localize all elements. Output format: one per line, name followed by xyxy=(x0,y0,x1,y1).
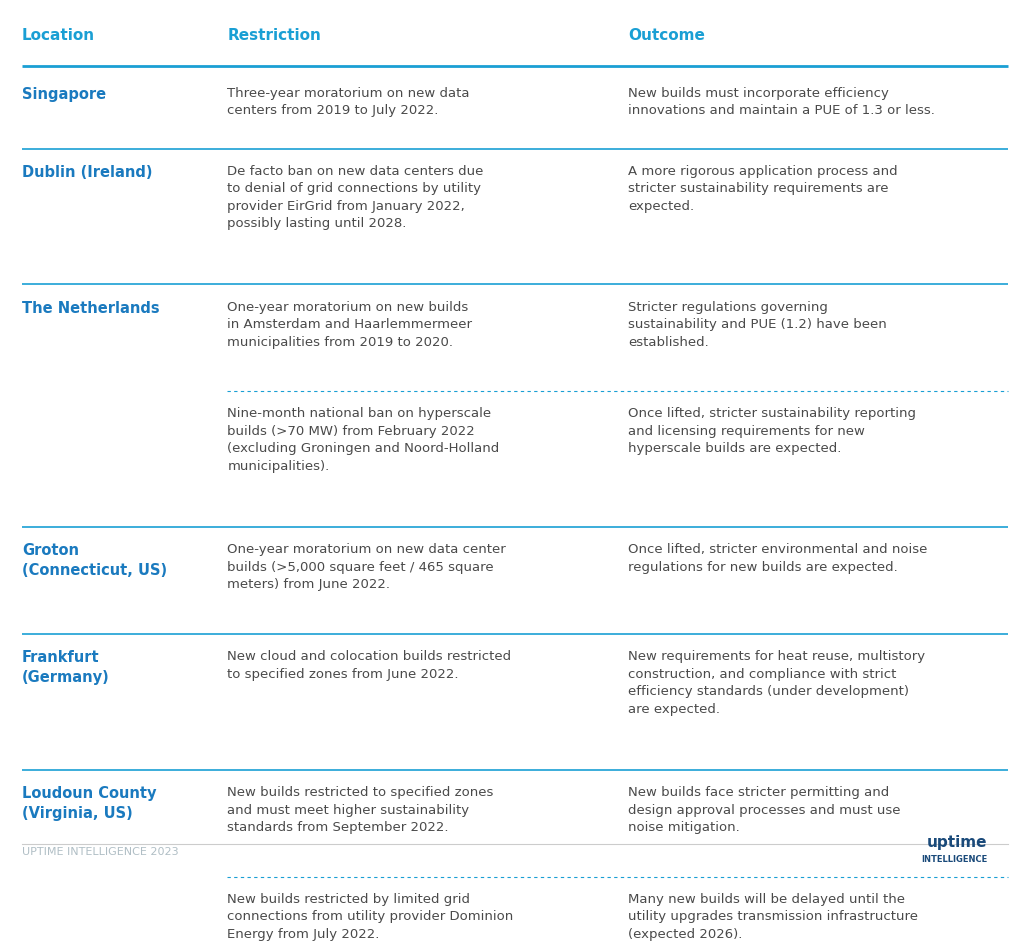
Text: Three-year moratorium on new data
centers from 2019 to July 2022.: Three-year moratorium on new data center… xyxy=(228,87,470,118)
Text: Restriction: Restriction xyxy=(228,28,321,43)
Text: New builds face stricter permitting and
design approval processes and must use
n: New builds face stricter permitting and … xyxy=(628,787,900,834)
Text: Nine-month national ban on hyperscale
builds (>70 MW) from February 2022
(exclud: Nine-month national ban on hyperscale bu… xyxy=(228,407,500,473)
Text: Many new builds will be delayed until the
utility upgrades transmission infrastr: Many new builds will be delayed until th… xyxy=(628,893,918,941)
Text: The Netherlands: The Netherlands xyxy=(22,300,160,316)
Text: Singapore: Singapore xyxy=(22,87,106,102)
Text: Groton
(Connecticut, US): Groton (Connecticut, US) xyxy=(22,544,167,578)
Text: uptime: uptime xyxy=(927,836,988,851)
Text: De facto ban on new data centers due
to denial of grid connections by utility
pr: De facto ban on new data centers due to … xyxy=(228,165,484,230)
Text: UPTIME INTELLIGENCE 2023: UPTIME INTELLIGENCE 2023 xyxy=(22,847,178,857)
Text: Loudoun County
(Virginia, US): Loudoun County (Virginia, US) xyxy=(22,787,157,820)
Text: Once lifted, stricter sustainability reporting
and licensing requirements for ne: Once lifted, stricter sustainability rep… xyxy=(628,407,916,455)
Text: One-year moratorium on new data center
builds (>5,000 square feet / 465 square
m: One-year moratorium on new data center b… xyxy=(228,544,506,592)
Text: Once lifted, stricter environmental and noise
regulations for new builds are exp: Once lifted, stricter environmental and … xyxy=(628,544,927,574)
Text: New builds must incorporate efficiency
innovations and maintain a PUE of 1.3 or : New builds must incorporate efficiency i… xyxy=(628,87,935,118)
Text: New requirements for heat reuse, multistory
construction, and compliance with st: New requirements for heat reuse, multist… xyxy=(628,650,925,716)
Text: Stricter regulations governing
sustainability and PUE (1.2) have been
establishe: Stricter regulations governing sustainab… xyxy=(628,300,887,349)
Text: One-year moratorium on new builds
in Amsterdam and Haarlemmermeer
municipalities: One-year moratorium on new builds in Ams… xyxy=(228,300,473,349)
Text: INTELLIGENCE: INTELLIGENCE xyxy=(921,855,988,865)
Text: A more rigorous application process and
stricter sustainability requirements are: A more rigorous application process and … xyxy=(628,165,897,213)
Text: Dublin (Ireland): Dublin (Ireland) xyxy=(22,165,152,180)
Text: Location: Location xyxy=(22,28,95,43)
Text: New builds restricted to specified zones
and must meet higher sustainability
sta: New builds restricted to specified zones… xyxy=(228,787,493,834)
Text: Outcome: Outcome xyxy=(628,28,705,43)
Text: Frankfurt
(Germany): Frankfurt (Germany) xyxy=(22,650,109,685)
Text: New builds restricted by limited grid
connections from utility provider Dominion: New builds restricted by limited grid co… xyxy=(228,893,514,941)
Text: New cloud and colocation builds restricted
to specified zones from June 2022.: New cloud and colocation builds restrict… xyxy=(228,650,512,681)
